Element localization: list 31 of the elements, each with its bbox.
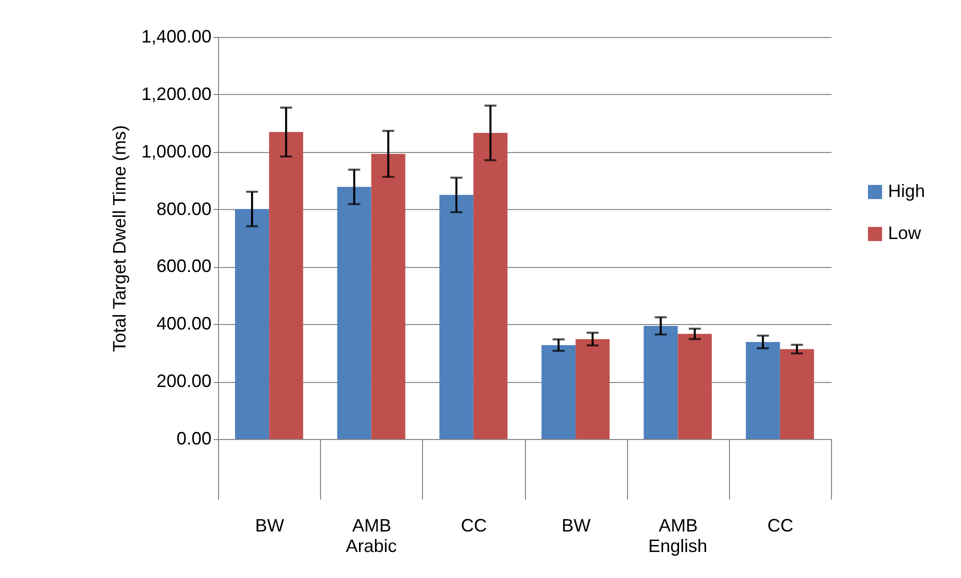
bar (780, 349, 814, 439)
y-tick-label: 800.00 (156, 198, 212, 219)
bar (235, 209, 270, 439)
x-tick-label: CC (767, 516, 794, 536)
bar (337, 186, 372, 439)
text: English (648, 536, 708, 556)
legend-label: High (888, 181, 926, 201)
x-tick-label: BW (255, 516, 284, 536)
x-tick-label: AMB (352, 516, 392, 536)
bar (371, 154, 406, 439)
bar (576, 339, 610, 439)
y-axis-title: Total Target Dwell Time (ms) (109, 125, 130, 352)
bar (542, 345, 576, 439)
text: Arabic (346, 536, 397, 556)
x-tick-label: AMB (658, 516, 698, 536)
bar (473, 132, 508, 439)
x-tick-label: BW (562, 516, 591, 536)
bar (746, 342, 780, 439)
bar (439, 194, 474, 439)
bar (644, 326, 678, 439)
y-tick-label: 1,400.00 (141, 26, 212, 46)
legend-label: Low (888, 223, 922, 243)
y-tick-label: 0.00 (176, 428, 212, 448)
bar (678, 334, 712, 439)
y-tick-label: 200.00 (156, 371, 212, 392)
y-tick-label: 1,000.00 (141, 141, 212, 162)
bar (269, 132, 304, 439)
x-tick-label: CC (460, 516, 487, 536)
y-tick-label: 400.00 (156, 314, 212, 334)
y-tick-label: 1,200.00 (141, 84, 212, 104)
y-tick-label: 600.00 (156, 256, 212, 276)
